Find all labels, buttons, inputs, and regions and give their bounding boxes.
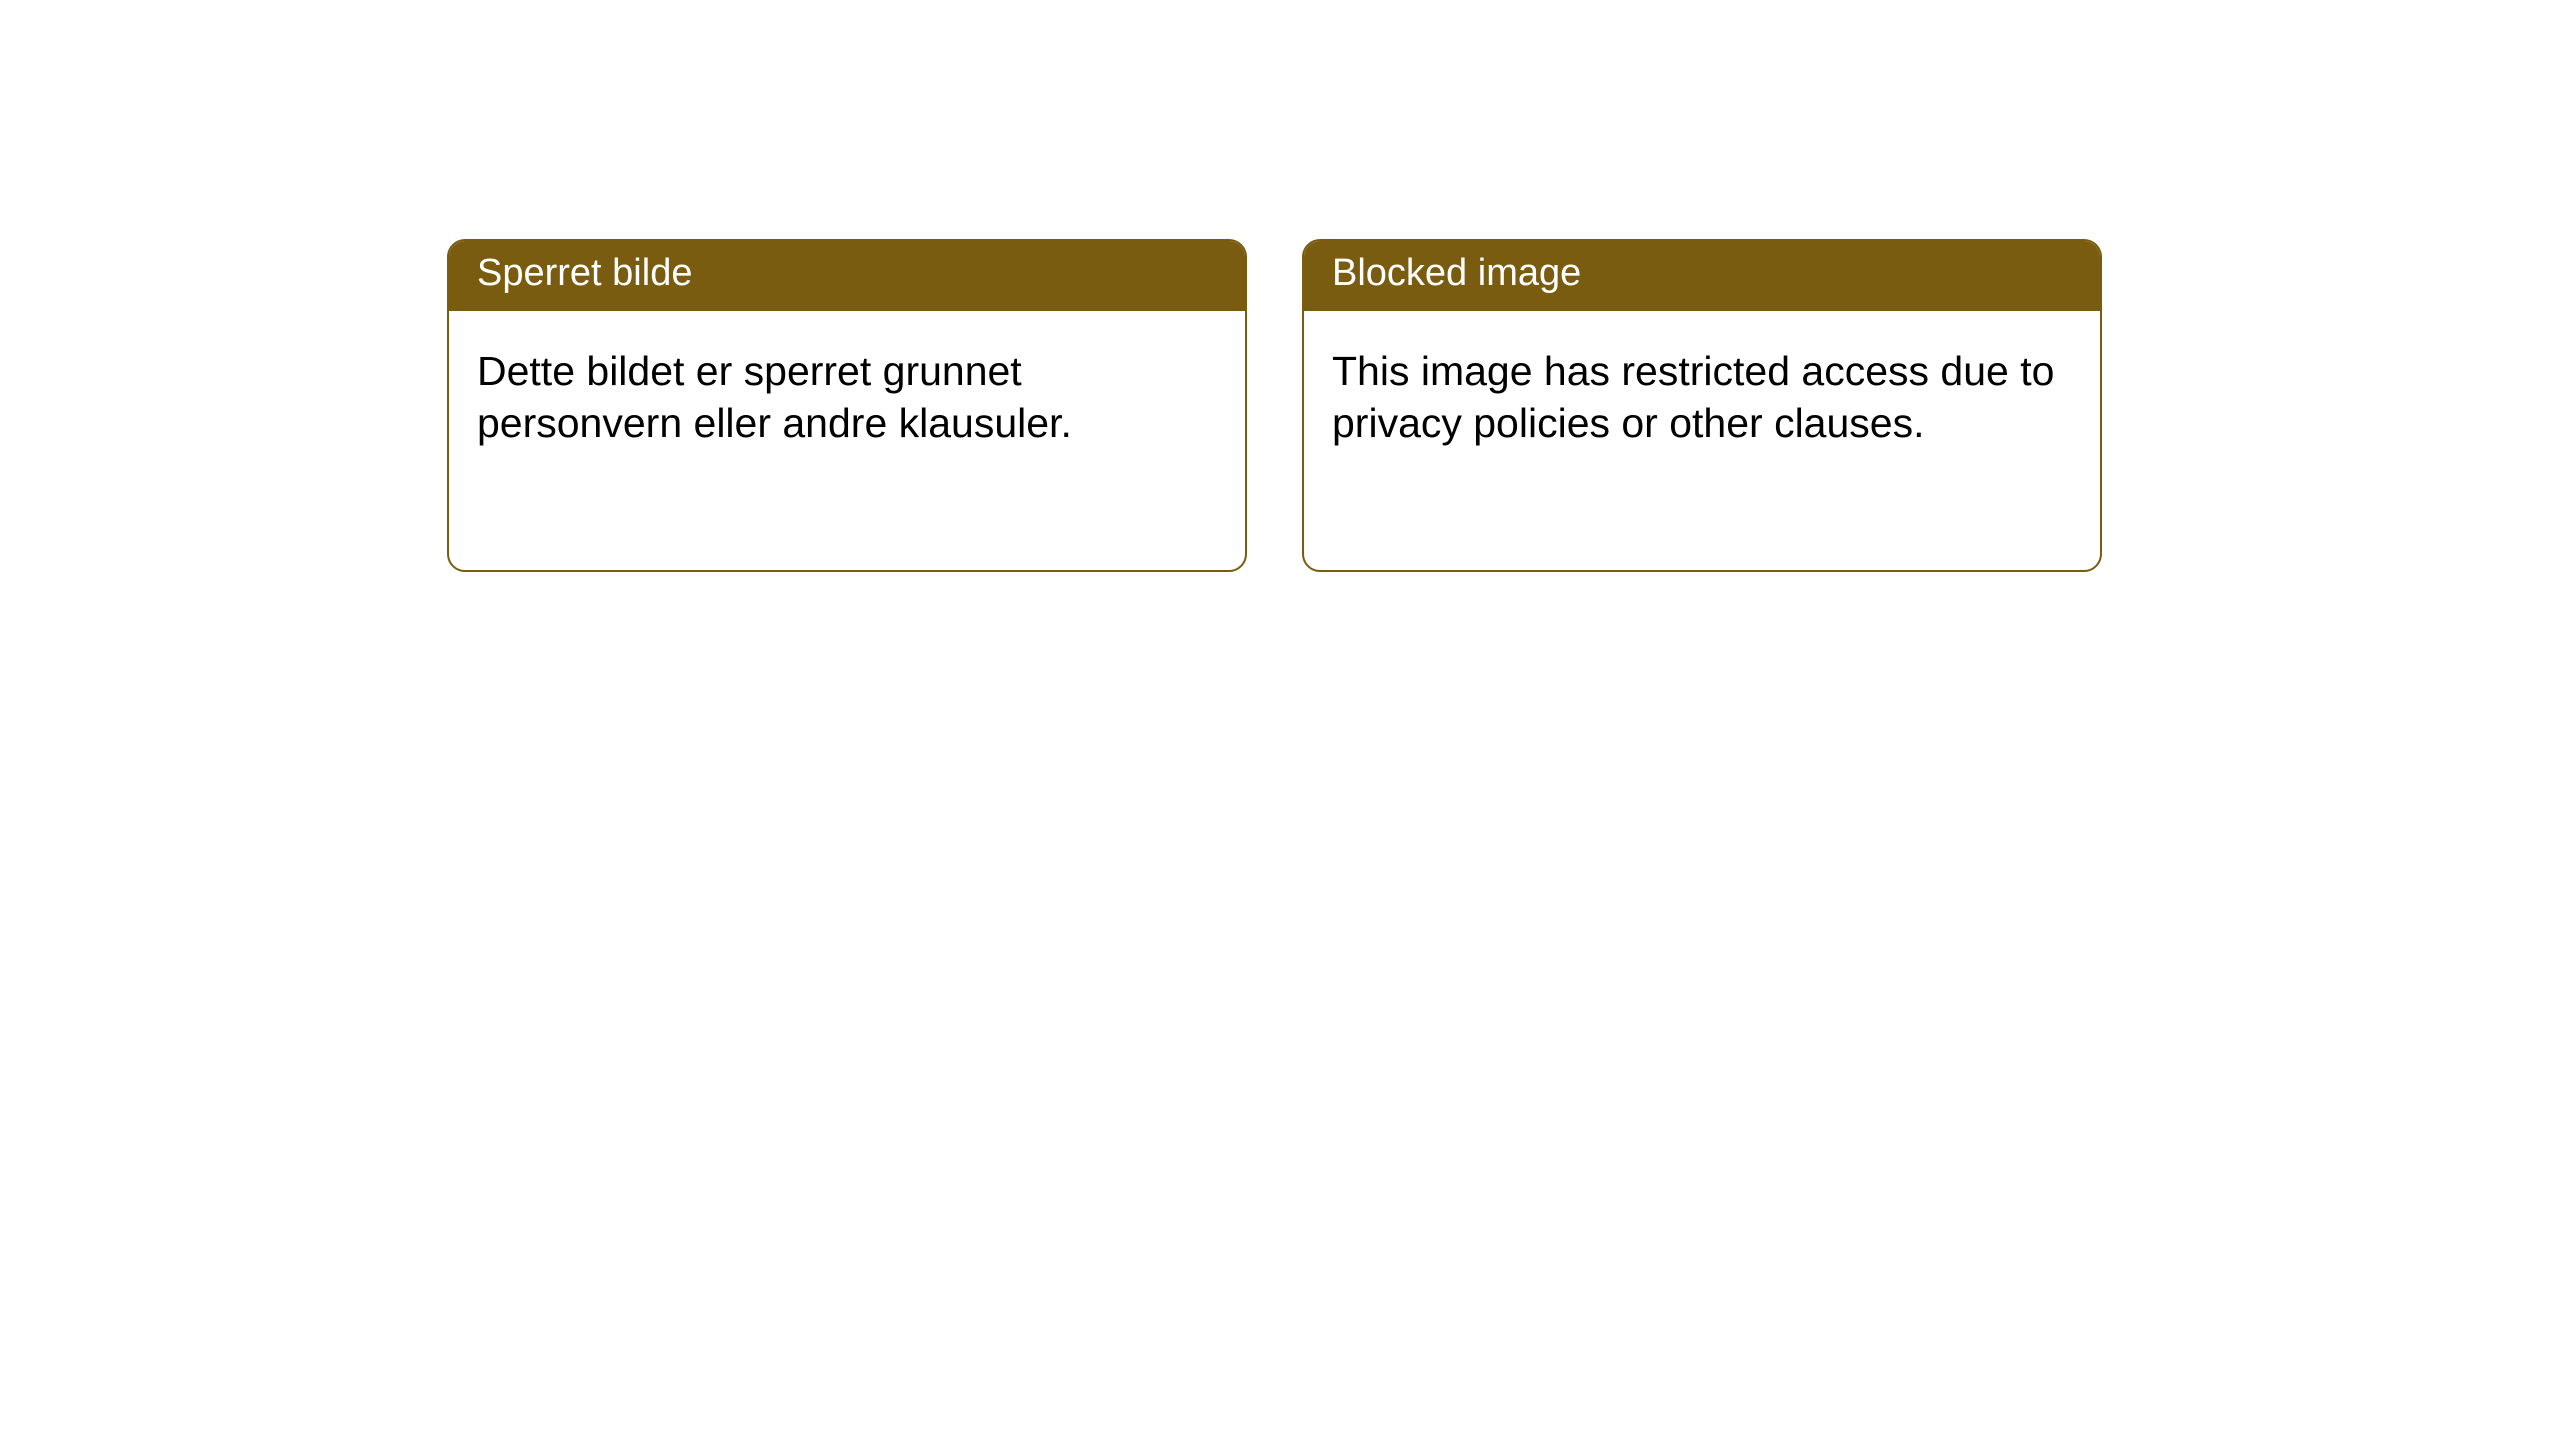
blocked-image-card-no: Sperret bilde Dette bildet er sperret gr… [447,239,1247,572]
card-header: Sperret bilde [449,241,1245,311]
blocked-image-card-en: Blocked image This image has restricted … [1302,239,2102,572]
notice-container: Sperret bilde Dette bildet er sperret gr… [0,0,2560,572]
card-body-text: Dette bildet er sperret grunnet personve… [477,348,1072,446]
card-body: This image has restricted access due to … [1304,311,2100,477]
card-title: Sperret bilde [477,252,692,294]
card-title: Blocked image [1332,252,1581,294]
card-body: Dette bildet er sperret grunnet personve… [449,311,1245,477]
card-body-text: This image has restricted access due to … [1332,348,2054,446]
card-header: Blocked image [1304,241,2100,311]
